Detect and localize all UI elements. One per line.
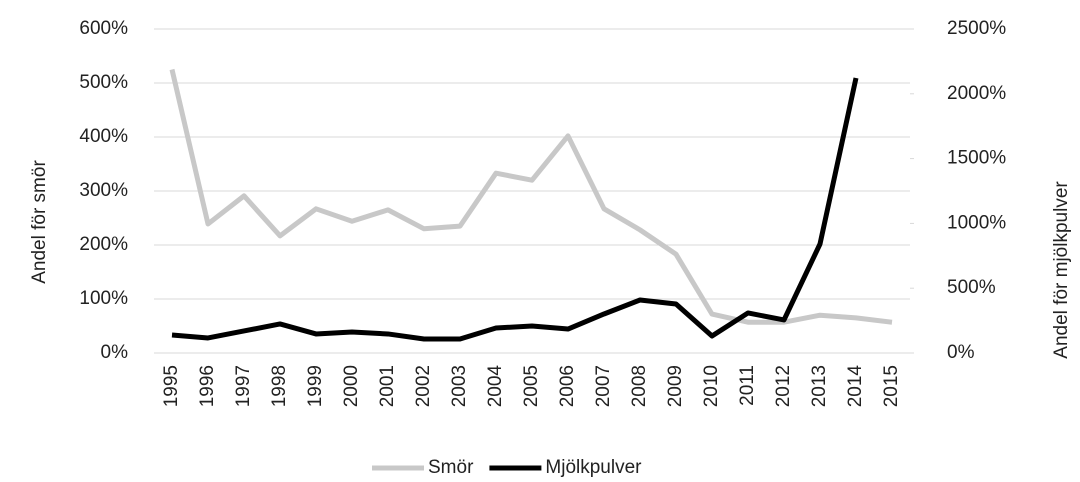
x-tick-label: 1998 (269, 365, 290, 407)
x-tick-label: 1995 (161, 365, 182, 407)
y-tick-label: 100% (79, 288, 128, 309)
x-tick-label: 1997 (233, 365, 254, 407)
x-tick-label: 2009 (665, 365, 686, 407)
y-tick-label: 400% (79, 126, 128, 147)
x-tick-label: 2004 (485, 365, 506, 408)
x-tick-label: 2015 (881, 365, 902, 407)
legend-label: Smör (428, 457, 474, 478)
y2-axis-label: Andel för mjölkpulver (1051, 181, 1072, 359)
x-tick-label: 1996 (197, 365, 218, 407)
x-tick-label: 2002 (413, 365, 434, 407)
series-line (171, 77, 859, 342)
y-tick-label: 500% (79, 72, 128, 93)
y-axis-label: Andel för smör (29, 160, 50, 284)
x-tick-label: 1999 (305, 365, 326, 407)
series-line (169, 68, 893, 325)
y-tick-label: 0% (101, 342, 129, 363)
y2-tick-label: 2000% (947, 83, 1006, 104)
y-tick-label: 600% (79, 18, 128, 39)
legend-label: Mjölkpulver (545, 457, 642, 478)
x-tick-label: 2013 (809, 365, 830, 407)
x-tick-label: 2012 (773, 365, 794, 407)
x-tick-label: 2001 (377, 365, 398, 407)
y-tick-label: 300% (79, 180, 128, 201)
x-tick-label: 2010 (701, 365, 722, 407)
y-tick-label: 200% (79, 234, 128, 255)
y2-tick-label: 2500% (947, 18, 1006, 39)
y2-tick-label: 500% (947, 277, 996, 298)
y2-tick-label: 1000% (947, 212, 1006, 233)
x-tick-label: 2011 (737, 365, 758, 406)
x-tick-label: 2003 (449, 365, 470, 407)
x-tick-label: 2014 (845, 365, 866, 408)
x-tick-label: 2008 (629, 365, 650, 407)
x-tick-label: 2005 (521, 365, 542, 407)
x-tick-label: 2000 (341, 365, 362, 407)
x-tick-label: 2006 (557, 365, 578, 407)
x-tick-label: 2007 (593, 365, 614, 407)
y2-tick-label: 0% (947, 342, 975, 363)
y2-tick-label: 1500% (947, 148, 1006, 169)
